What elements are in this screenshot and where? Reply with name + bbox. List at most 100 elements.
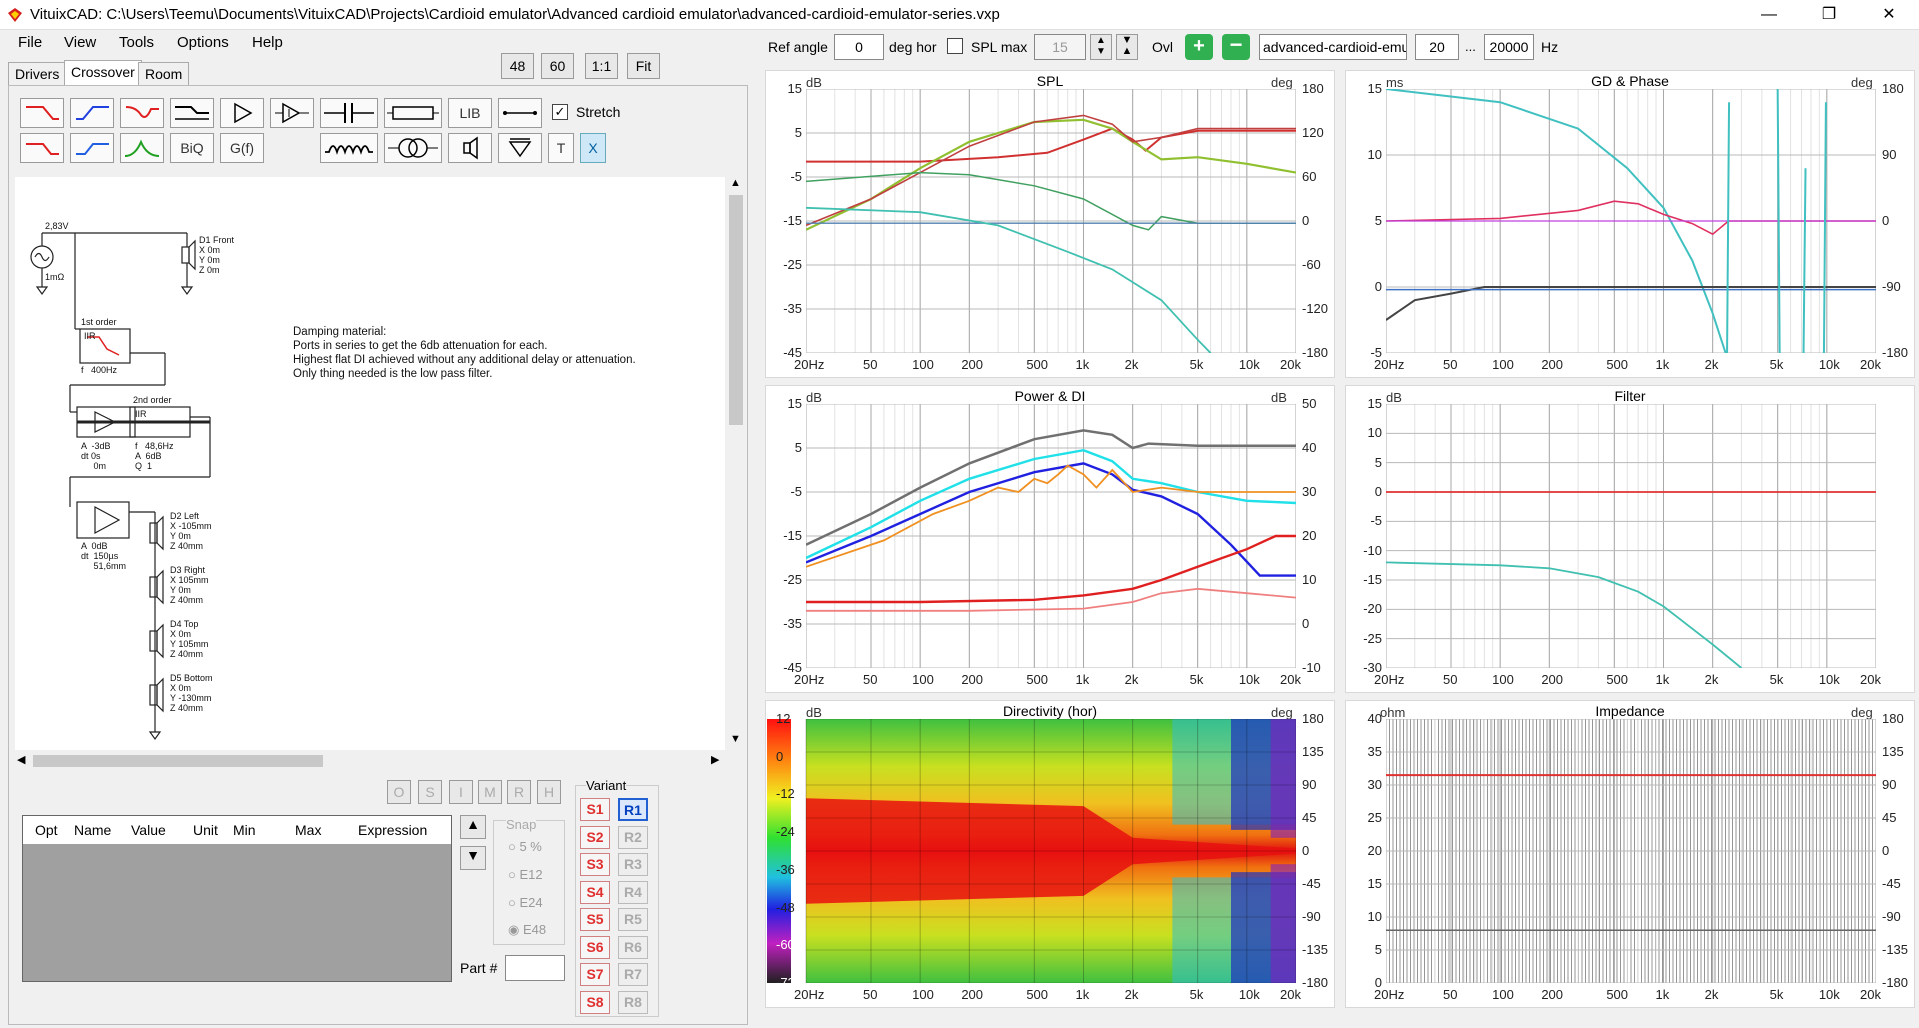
col-min[interactable]: Min bbox=[233, 822, 256, 838]
variant-r5-button[interactable]: R5 bbox=[618, 908, 648, 931]
filter-plot[interactable] bbox=[1386, 404, 1876, 668]
spl-reset-button[interactable]: ▼ ▲ bbox=[1116, 34, 1138, 60]
tab-drivers[interactable]: Drivers bbox=[8, 62, 67, 86]
zoom-fit-button[interactable]: Fit bbox=[627, 53, 660, 79]
opt-i-button[interactable]: I bbox=[449, 780, 473, 804]
delete-tool[interactable]: X bbox=[580, 133, 606, 163]
horizontal-scroll-thumb[interactable] bbox=[33, 755, 323, 767]
capacitor-tool[interactable] bbox=[320, 98, 378, 128]
variant-r7-button[interactable]: R7 bbox=[618, 963, 648, 986]
freq-max-input[interactable] bbox=[1484, 34, 1534, 60]
variant-r3-button[interactable]: R3 bbox=[618, 853, 648, 876]
menu-tools[interactable]: Tools bbox=[119, 34, 155, 51]
col-max[interactable]: Max bbox=[295, 822, 322, 838]
col-unit[interactable]: Unit bbox=[193, 822, 218, 838]
spl-plot[interactable] bbox=[806, 89, 1296, 353]
library-tool[interactable]: LIB bbox=[448, 98, 492, 128]
col-opt[interactable]: Opt bbox=[35, 822, 58, 838]
part-number-input[interactable] bbox=[505, 955, 565, 981]
vertical-scrollbar[interactable]: ▲ ▼ bbox=[727, 177, 745, 750]
opt-m-button[interactable]: M bbox=[478, 780, 502, 804]
inductor-tool[interactable] bbox=[320, 133, 378, 163]
tab-room[interactable]: Room bbox=[138, 62, 190, 86]
transformer-tool[interactable] bbox=[384, 133, 442, 163]
scroll-right-icon[interactable]: ▶ bbox=[711, 754, 720, 766]
move-up-button[interactable]: ▲ bbox=[460, 815, 486, 839]
filter-x-tick: 10k bbox=[1818, 672, 1840, 687]
highpass-ac-tool[interactable] bbox=[70, 133, 114, 163]
variant-s7-button[interactable]: S7 bbox=[580, 963, 610, 986]
impedance-plot[interactable] bbox=[1386, 719, 1876, 983]
move-down-button[interactable]: ▼ bbox=[460, 846, 486, 870]
overlay-file-input[interactable] bbox=[1259, 34, 1407, 60]
variant-r1-button[interactable]: R1 bbox=[618, 798, 648, 821]
menu-options[interactable]: Options bbox=[177, 34, 229, 51]
amplifier-tool[interactable] bbox=[220, 98, 264, 128]
maximize-button[interactable]: ❐ bbox=[1821, 6, 1837, 23]
parameter-table[interactable]: Opt Name Value Unit Min Max Expression bbox=[22, 815, 452, 982]
menu-file[interactable]: File bbox=[18, 34, 43, 51]
spl-max-checkbox[interactable] bbox=[947, 38, 963, 54]
highpass-blue-tool[interactable] bbox=[70, 98, 114, 128]
snap-e12[interactable]: ○ E12 bbox=[508, 867, 543, 882]
snap-e48[interactable]: ◉ E48 bbox=[508, 922, 547, 937]
zoom-48-button[interactable]: 48 bbox=[501, 53, 534, 79]
bandstop-red-tool[interactable] bbox=[120, 98, 164, 128]
power-di-plot[interactable] bbox=[806, 404, 1296, 668]
col-name[interactable]: Name bbox=[74, 822, 112, 838]
variant-s1-button[interactable]: S1 bbox=[580, 798, 610, 821]
wire-tool[interactable] bbox=[498, 98, 542, 128]
lowpass-red-tool[interactable] bbox=[20, 98, 64, 128]
add-overlay-button[interactable]: + bbox=[1185, 34, 1213, 60]
lowpass-ac-tool[interactable] bbox=[20, 133, 64, 163]
close-button[interactable]: ✕ bbox=[1882, 6, 1896, 23]
snap-5pct[interactable]: ○ 5 % bbox=[508, 839, 542, 854]
variant-r8-button[interactable]: R8 bbox=[618, 990, 648, 1014]
transfer-function-tool[interactable]: G(f) bbox=[220, 133, 264, 163]
zoom-1to1-button[interactable]: 1:1 bbox=[585, 53, 618, 79]
scroll-up-icon[interactable]: ▲ bbox=[730, 177, 741, 189]
shelf-tool[interactable] bbox=[170, 98, 214, 128]
variant-r4-button[interactable]: R4 bbox=[618, 880, 648, 904]
variant-r6-button[interactable]: R6 bbox=[618, 935, 648, 959]
remove-overlay-button[interactable]: − bbox=[1222, 34, 1250, 60]
opt-h-button[interactable]: H bbox=[537, 780, 561, 804]
gd-phase-plot[interactable] bbox=[1386, 89, 1876, 353]
menu-view[interactable]: View bbox=[64, 34, 97, 51]
vertical-scroll-thumb[interactable] bbox=[729, 195, 743, 425]
opt-o-button[interactable]: O bbox=[387, 780, 411, 804]
variant-s5-button[interactable]: S5 bbox=[580, 908, 610, 931]
ref-angle-input[interactable] bbox=[834, 34, 884, 60]
schematic-canvas[interactable]: 2,83V 1mΩ D1 Front X 0m Y 0m Z 0m 1st or… bbox=[15, 177, 725, 750]
variant-s2-button[interactable]: S2 bbox=[580, 825, 610, 849]
variant-s3-button[interactable]: S3 bbox=[580, 853, 610, 876]
col-expression[interactable]: Expression bbox=[358, 822, 428, 838]
buffer-tool[interactable] bbox=[270, 98, 314, 128]
scroll-left-icon[interactable]: ◀ bbox=[17, 754, 26, 766]
variant-r2-button[interactable]: R2 bbox=[618, 825, 648, 849]
variant-s6-button[interactable]: S6 bbox=[580, 935, 610, 959]
biquad-tool[interactable]: BiQ bbox=[170, 133, 214, 163]
resistor-tool[interactable] bbox=[384, 98, 442, 128]
bandpass-tool[interactable] bbox=[120, 133, 164, 163]
menu-help[interactable]: Help bbox=[252, 34, 283, 51]
tab-crossover[interactable]: Crossover bbox=[64, 60, 142, 86]
freq-min-input[interactable] bbox=[1415, 34, 1459, 60]
scroll-down-icon[interactable]: ▼ bbox=[730, 733, 741, 745]
directivity-plot[interactable] bbox=[766, 719, 1296, 983]
snap-e24[interactable]: ○ E24 bbox=[508, 895, 543, 910]
opt-s-button[interactable]: S bbox=[418, 780, 442, 804]
spl-spin-button[interactable]: ▲ ▼ bbox=[1090, 34, 1112, 60]
variant-s8-button[interactable]: S8 bbox=[580, 990, 610, 1014]
opt-r-button[interactable]: R bbox=[507, 780, 531, 804]
col-value[interactable]: Value bbox=[131, 822, 166, 838]
driver-tool[interactable] bbox=[448, 133, 492, 163]
horizontal-scrollbar[interactable]: ◀ ▶ bbox=[15, 752, 725, 770]
text-tool[interactable]: T bbox=[548, 133, 574, 163]
spl-max-input[interactable] bbox=[1034, 34, 1086, 60]
ground-tool[interactable] bbox=[498, 133, 542, 163]
minimize-button[interactable]: — bbox=[1761, 6, 1777, 23]
zoom-60-button[interactable]: 60 bbox=[541, 53, 574, 79]
variant-s4-button[interactable]: S4 bbox=[580, 880, 610, 904]
stretch-checkbox[interactable]: ✓ bbox=[552, 104, 568, 120]
